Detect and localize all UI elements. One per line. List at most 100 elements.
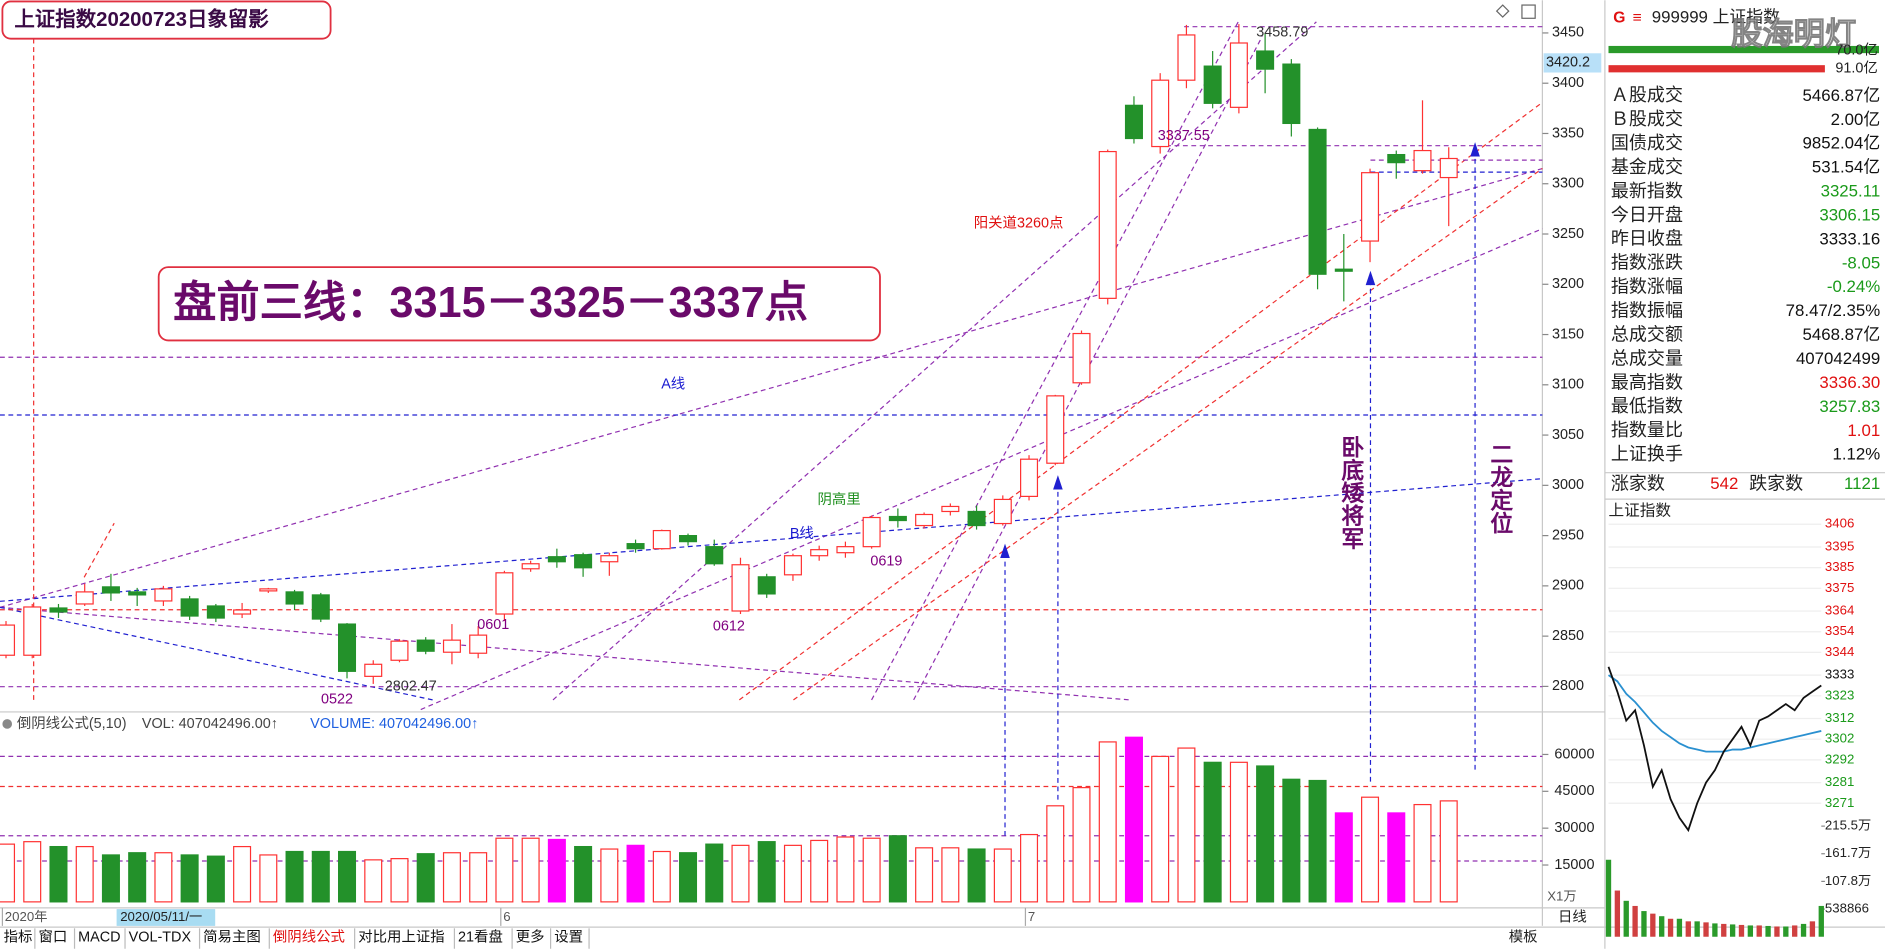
breadth-value: 542 [1710, 474, 1738, 493]
annotation: 2802.47 [385, 678, 437, 694]
minute-volume-bar [1650, 913, 1656, 937]
volume-bar [1046, 805, 1065, 903]
toolbar-tab[interactable]: 对比用上证指 [358, 929, 444, 946]
candle-body [338, 623, 357, 672]
minute-tick-label: 3344 [1825, 644, 1854, 659]
volume-bar [1282, 778, 1301, 903]
minute-tick-label: 3292 [1825, 751, 1854, 766]
y-tick-label: 3400 [1552, 75, 1584, 91]
candle-body [862, 516, 881, 548]
arrow-head [1053, 475, 1063, 490]
volume-bar [1072, 787, 1091, 903]
candle-body [574, 554, 593, 569]
b-line [0, 478, 1543, 602]
candle-body [1282, 63, 1301, 125]
volume-bar [652, 850, 671, 903]
candle-body [442, 639, 461, 653]
minute-tick-label: 3364 [1825, 603, 1854, 618]
volume-bar [1308, 779, 1327, 903]
toolbar-tab[interactable]: 简易主图 [203, 929, 261, 946]
info-label: 基金成交 [1611, 157, 1683, 177]
candle-body [364, 663, 383, 677]
minute-volume-bar [1800, 923, 1807, 937]
candle-body [23, 606, 42, 656]
toolbar-tab[interactable]: 窗口 [38, 928, 67, 946]
ratio-bar [1608, 45, 1879, 54]
volume-tick-label: 60000 [1554, 746, 1594, 762]
minute-volume-bar [1765, 925, 1771, 937]
minute-tick-label: 3302 [1825, 731, 1854, 746]
minute-volume-bar [1738, 924, 1745, 937]
period[interactable]: 日线 [1558, 908, 1587, 925]
candle-body [495, 572, 514, 615]
minute-volume-bar [1792, 925, 1798, 937]
minute-tick-label: 3395 [1825, 538, 1854, 553]
average-line [1607, 674, 1822, 753]
info-value: 5466.87亿 [1803, 86, 1881, 105]
volume-bar [836, 836, 855, 903]
volume-bar [679, 852, 698, 903]
volume-label: VOLUME: 407042496.00↑ [310, 716, 478, 732]
volume-bar [626, 844, 645, 903]
volume-bar [783, 844, 802, 903]
minute-volume-bar [1685, 921, 1691, 937]
info-label: 指数涨幅 [1611, 277, 1683, 297]
info-value: 5468.87亿 [1803, 325, 1881, 344]
volume-bar [1413, 803, 1432, 903]
candle-body [888, 515, 907, 522]
toolbar-tab[interactable]: 倒阴线公式 [273, 929, 345, 946]
annotation: 3337.55 [1158, 128, 1210, 144]
window-icon[interactable] [1521, 4, 1536, 19]
toolbar-tab[interactable]: 更多 [516, 929, 545, 946]
annotation: 阴高里 [817, 491, 860, 508]
candle-body [1046, 395, 1065, 464]
volume-bar [442, 852, 461, 903]
info-label: 上证换手 [1611, 444, 1683, 464]
toolbar-tab[interactable]: 21看盘 [458, 928, 503, 946]
minute-volume-bar [1614, 890, 1621, 937]
candle-body [600, 555, 619, 563]
info-label: 最高指数 [1611, 372, 1683, 392]
trend-line [0, 606, 433, 701]
trend-line [793, 168, 1543, 701]
minute-volume-bar [1712, 923, 1718, 937]
candle-body [75, 591, 94, 605]
formula-icon[interactable] [2, 719, 13, 729]
minute-volume-bar [1809, 921, 1816, 937]
toolbar-tab[interactable]: 指标 [4, 929, 33, 946]
minute-volume-bar [1605, 859, 1612, 937]
info-value: 1.01 [1847, 421, 1880, 440]
volume-bar [1177, 747, 1196, 903]
volume-bar [1334, 812, 1353, 903]
info-label: Ｂ股成交 [1611, 109, 1683, 129]
candle-body [285, 591, 304, 605]
volume-bar [259, 854, 278, 903]
candle-body [783, 555, 802, 576]
candle-body [521, 563, 540, 570]
diamond-icon[interactable] [1495, 4, 1510, 18]
volume-bar [600, 848, 619, 903]
trend-line [0, 606, 1131, 701]
arrow-head [1000, 543, 1010, 559]
candle-body [731, 564, 750, 612]
info-label: 国债成交 [1611, 133, 1683, 153]
window-icons[interactable] [1495, 4, 1536, 19]
toolbar-tab[interactable]: 设置 [554, 929, 583, 946]
menu-icon[interactable]: ≡ [1633, 9, 1642, 26]
minute-volume-bar [1623, 900, 1629, 937]
cursor-date: 2020/05/11/一 [120, 909, 202, 924]
info-value: 1.12% [1832, 445, 1880, 464]
candle-body [1308, 128, 1327, 275]
volume-bar [915, 847, 934, 903]
toolbar-tab[interactable]: MACD [78, 930, 120, 946]
minute-volume-bar [1667, 918, 1674, 937]
trend-line [83, 522, 115, 578]
info-value: 3306.15 [1819, 205, 1880, 224]
trend-line [871, 21, 1239, 701]
toolbar-tab[interactable]: VOL-TDX [129, 930, 192, 946]
volume-bar [810, 839, 829, 903]
volume-bar [154, 852, 173, 903]
candle-body [0, 624, 16, 656]
template-button[interactable]: 模板 [1509, 928, 1538, 946]
